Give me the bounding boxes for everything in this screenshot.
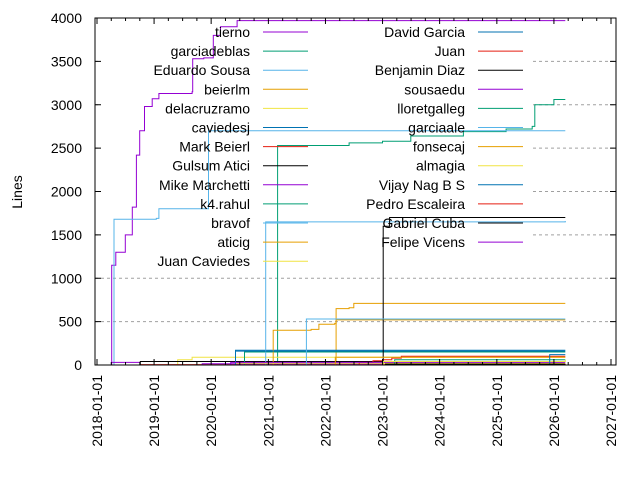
legend-background: [98, 22, 530, 272]
x-tick-label: 2025-01-01: [489, 375, 505, 447]
legend-label: lloretgalleg: [397, 100, 465, 116]
legend-label: tierno: [215, 24, 250, 40]
x-tick-label: 2022-01-01: [317, 375, 333, 447]
legend-label: aticig: [217, 234, 250, 250]
legend-label: beierlm: [204, 81, 250, 97]
legend-label: Mike Marchetti: [159, 177, 250, 193]
legend-label: David Garcia: [384, 24, 465, 40]
y-tick-label: 0: [74, 357, 82, 373]
legend-label: Gulsum Atici: [172, 158, 250, 174]
y-tick-label: 500: [59, 314, 83, 330]
legend-label: Gabriel Cuba: [383, 215, 466, 231]
legend-label: fonsecaj: [413, 139, 465, 155]
x-tick-label: 2027-01-01: [603, 375, 619, 447]
series-line-aticig: [270, 319, 566, 366]
x-tick-label: 2018-01-01: [89, 375, 105, 447]
y-axis-label: Lines: [9, 175, 25, 208]
legend-label: delacruzramo: [165, 100, 250, 116]
y-tick-label: 2500: [51, 140, 82, 156]
series-line-eduardo-sousa: [112, 130, 566, 366]
legend-label: Juan: [435, 43, 465, 59]
legend-label: Juan Caviedes: [157, 253, 250, 269]
y-tick-label: 1500: [51, 227, 82, 243]
y-tick-label: 1000: [51, 270, 82, 286]
legend-label: caviedesj: [192, 120, 250, 136]
x-tick-label: 2021-01-01: [260, 375, 276, 447]
legend-label: Felipe Vicens: [381, 234, 465, 250]
y-tick-label: 2000: [51, 184, 82, 200]
axes: 0 500 1000 1500 2000 2500 3000 3500 4000 2018-01-…: [51, 10, 619, 447]
legend-label: k4.rahul: [200, 196, 250, 212]
x-tick-label: 2023-01-01: [375, 375, 391, 447]
y-tick-label: 3000: [51, 97, 82, 113]
y-tick-label: 4000: [51, 10, 82, 26]
series-line-tierno: [111, 20, 566, 366]
legend: tierno garciadeblas Eduardo Sousa beierlm de…: [153, 24, 523, 269]
series-line-beierlm: [334, 302, 566, 366]
x-tick-label: 2026-01-01: [546, 375, 562, 447]
series-line-garciaale: [277, 318, 566, 366]
legend-label: Pedro Escaleira: [366, 196, 465, 212]
legend-label: Benjamin Diaz: [375, 62, 465, 78]
x-tick-label: 2019-01-01: [146, 375, 162, 447]
x-tick-label: 2024-01-01: [432, 375, 448, 447]
y-tick-label: 3500: [51, 53, 82, 69]
x-tick-label: 2020-01-01: [203, 375, 219, 447]
legend-label: garciaale: [408, 120, 465, 136]
legend-label: garciadeblas: [171, 43, 250, 59]
legend-box: [98, 22, 530, 272]
legend-label: bravof: [211, 215, 250, 231]
legend-label: sousaedu: [404, 81, 465, 97]
legend-label: Mark Beierl: [179, 139, 250, 155]
legend-label: Vijay Nag B S: [379, 177, 465, 193]
legend-label: Eduardo Sousa: [153, 62, 250, 78]
series-line-garciadeblas: [258, 99, 566, 366]
legend-label: almagia: [416, 158, 465, 174]
